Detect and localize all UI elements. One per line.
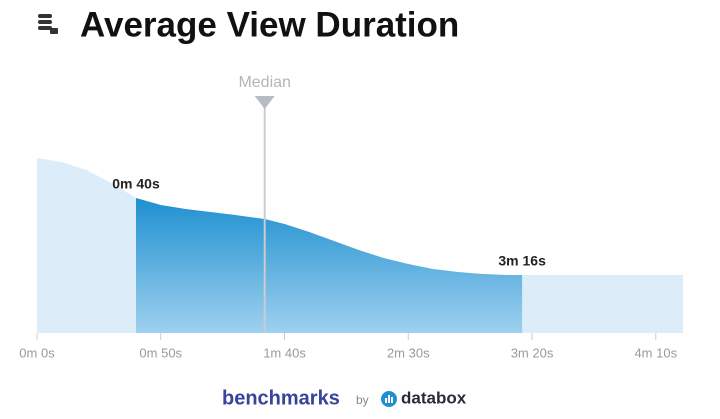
x-tick-label: 0m 50s bbox=[139, 345, 182, 360]
x-tick-label: 1m 40s bbox=[263, 345, 306, 360]
footer-partner: databox bbox=[401, 388, 467, 407]
range-label: 3m 16s bbox=[498, 253, 546, 269]
chart-title: Average View Duration bbox=[80, 5, 459, 44]
x-tick-label: 4m 10s bbox=[634, 345, 677, 360]
range-label: 0m 40s bbox=[112, 176, 160, 192]
footer-brand: benchmarks bbox=[222, 387, 340, 409]
plot-area: 0m 0s 0m 50s 1m 40s 2m 30s 3m 20s 4m 10s 0m 40… bbox=[19, 74, 683, 360]
databox-logo bbox=[381, 391, 397, 407]
highlight-area bbox=[136, 198, 523, 333]
footer-by: by bbox=[356, 393, 369, 407]
title-icon bbox=[38, 14, 58, 34]
median-marker bbox=[254, 96, 275, 109]
x-tick-label: 2m 30s bbox=[387, 345, 430, 360]
median-label: Median bbox=[238, 74, 290, 91]
x-tick-label: 3m 20s bbox=[511, 345, 554, 360]
x-tick-label: 0m 0s bbox=[19, 345, 55, 360]
